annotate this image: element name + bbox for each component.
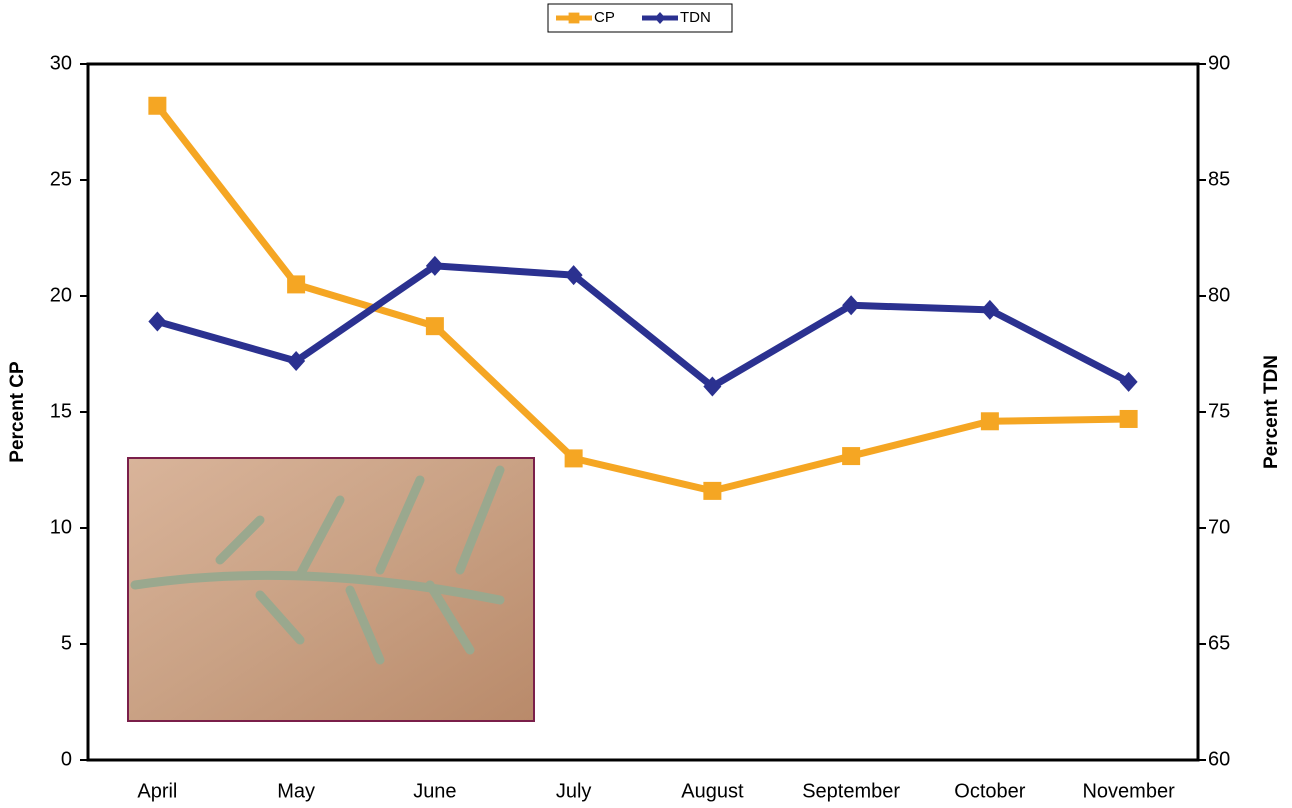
marker [703,481,722,500]
marker [568,12,580,24]
marker [148,96,167,115]
y-tick-label: 25 [50,168,72,190]
y2-tick-label: 75 [1208,400,1230,422]
y2-tick-label: 70 [1208,516,1230,538]
marker [287,275,306,294]
marker [425,255,444,276]
marker [1119,409,1138,428]
y-tick-label: 30 [50,52,72,74]
x-tick-label: August [681,780,744,802]
series-line [154,103,1129,495]
x-tick-label: October [954,780,1025,802]
y-axis-title: Percent CP [7,361,28,463]
y-tick-label: 5 [61,632,72,654]
y2-tick-label: 65 [1208,632,1230,654]
marker [842,295,861,316]
marker [980,299,999,320]
x-tick-label: July [556,780,592,802]
marker [654,12,666,24]
y-tick-label: 15 [50,400,72,422]
x-tick-label: June [413,780,456,802]
legend-label: TDN [680,9,711,26]
marker [703,376,722,397]
photo-inset [127,457,535,722]
y2-tick-label: 90 [1208,52,1230,74]
y2-axis-title: Percent TDN [1261,355,1282,469]
y-tick-label: 10 [50,516,72,538]
marker [564,449,583,468]
legend-label: CP [594,9,615,26]
y2-tick-label: 85 [1208,168,1230,190]
marker [980,412,999,431]
y-tick-label: 20 [50,284,72,306]
marker [287,350,306,371]
x-tick-label: April [137,780,177,802]
y2-tick-label: 80 [1208,284,1230,306]
x-tick-label: May [277,780,315,802]
x-tick-label: September [802,780,900,802]
marker [1119,371,1138,392]
y-tick-label: 0 [61,748,72,770]
y2-tick-label: 60 [1208,748,1230,770]
x-tick-label: November [1082,780,1175,802]
marker [425,317,444,336]
marker [148,311,167,332]
marker [564,265,583,286]
marker [842,447,861,466]
series-line [156,262,1131,390]
